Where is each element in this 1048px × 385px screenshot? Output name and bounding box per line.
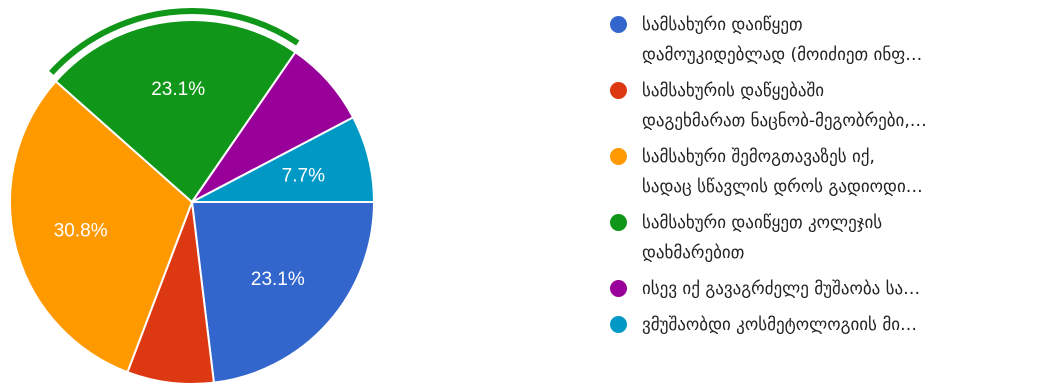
legend-swatch bbox=[610, 280, 627, 297]
pie-chart: 23.1% 30.8% 23.1% 7.7% bbox=[0, 0, 400, 385]
legend-swatch bbox=[610, 148, 627, 165]
legend-item-3[interactable]: სამსახური შემოგთავაზეს იქ, სადაც სწავლის … bbox=[608, 142, 1038, 202]
legend-item-2[interactable]: სამსახურის დაწყებაში დაგეხმარათ ნაცნობ-მე… bbox=[608, 76, 1038, 136]
slice-label-1: 23.1% bbox=[251, 269, 305, 290]
legend-label: ვმუშაობდი კოსმეტოლოგიის მი… bbox=[642, 315, 918, 335]
legend-label: სამსახურის დაწყებაში bbox=[642, 81, 825, 101]
legend-item-1[interactable]: სამსახური დაიწყეთ დამოუკიდებლად (მოიძიეთ … bbox=[608, 10, 1038, 70]
pie-slice-1[interactable] bbox=[190, 201, 376, 384]
pie-slice-3[interactable] bbox=[9, 79, 194, 374]
legend-swatch bbox=[610, 214, 627, 231]
slice-label-4: 23.1% bbox=[151, 79, 205, 100]
legend-label: დამოუკიდებლად (მოიძიეთ ინფ… bbox=[642, 45, 923, 65]
legend-item-4[interactable]: სამსახური დაიწყეთ კოლეჯის დახმარებით bbox=[608, 208, 1038, 268]
slice-highlight-arc bbox=[49, 8, 300, 75]
pie-slice-4[interactable] bbox=[54, 19, 297, 204]
legend-swatch bbox=[610, 316, 627, 333]
legend-label: დახმარებით bbox=[642, 243, 745, 263]
slice-label-6: 7.7% bbox=[282, 166, 325, 187]
legend-label: სადაც სწავლის დროს გადიოდი… bbox=[642, 177, 923, 197]
legend-label: სამსახური დაიწყეთ bbox=[642, 15, 803, 35]
pie-svg: 23.1% 30.8% 23.1% 7.7% bbox=[9, 8, 376, 385]
legend-label: ისევ იქ გავაგრძელე მუშაობა სა… bbox=[642, 279, 921, 299]
legend-label: სამსახური დაიწყეთ კოლეჯის bbox=[642, 213, 883, 233]
legend-item-6[interactable]: ვმუშაობდი კოსმეტოლოგიის მი… bbox=[608, 310, 1038, 340]
legend-swatch bbox=[610, 16, 627, 33]
legend-label: დაგეხმარათ ნაცნობ-მეგობრები,… bbox=[642, 111, 927, 131]
legend-label: სამსახური შემოგთავაზეს იქ, bbox=[642, 147, 875, 167]
slice-label-3: 30.8% bbox=[54, 220, 108, 241]
pie-slice-6[interactable] bbox=[191, 116, 376, 203]
legend-swatch bbox=[610, 82, 627, 99]
legend-item-5[interactable]: ისევ იქ გავაგრძელე მუშაობა სა… bbox=[608, 274, 1038, 304]
legend: სამსახური დაიწყეთ დამოუკიდებლად (მოიძიეთ … bbox=[608, 10, 1038, 346]
